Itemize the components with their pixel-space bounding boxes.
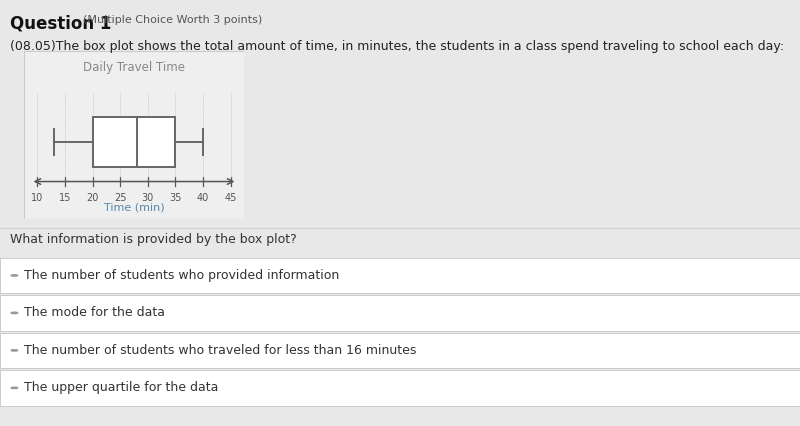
Ellipse shape xyxy=(11,387,18,389)
Text: (Multiple Choice Worth 3 points): (Multiple Choice Worth 3 points) xyxy=(83,15,262,25)
Ellipse shape xyxy=(11,312,18,314)
Text: Time (min): Time (min) xyxy=(104,203,164,213)
Text: 45: 45 xyxy=(225,193,237,203)
Text: 15: 15 xyxy=(58,193,71,203)
Text: (08.05)The box plot shows the total amount of time, in minutes, the students in : (08.05)The box plot shows the total amou… xyxy=(10,40,784,54)
Text: Daily Travel Time: Daily Travel Time xyxy=(83,61,185,74)
Text: The number of students who provided information: The number of students who provided info… xyxy=(24,269,339,282)
Text: 30: 30 xyxy=(142,193,154,203)
Text: The mode for the data: The mode for the data xyxy=(24,306,165,320)
Text: 20: 20 xyxy=(86,193,98,203)
Text: 35: 35 xyxy=(170,193,182,203)
FancyBboxPatch shape xyxy=(93,117,175,167)
Text: What information is provided by the box plot?: What information is provided by the box … xyxy=(10,233,296,247)
Text: Question 1: Question 1 xyxy=(10,15,111,33)
Text: The number of students who traveled for less than 16 minutes: The number of students who traveled for … xyxy=(24,344,416,357)
Text: 10: 10 xyxy=(31,193,43,203)
Text: The upper quartile for the data: The upper quartile for the data xyxy=(24,381,218,394)
Ellipse shape xyxy=(11,275,18,276)
Ellipse shape xyxy=(11,350,18,351)
Text: 25: 25 xyxy=(114,193,126,203)
Text: 40: 40 xyxy=(197,193,210,203)
